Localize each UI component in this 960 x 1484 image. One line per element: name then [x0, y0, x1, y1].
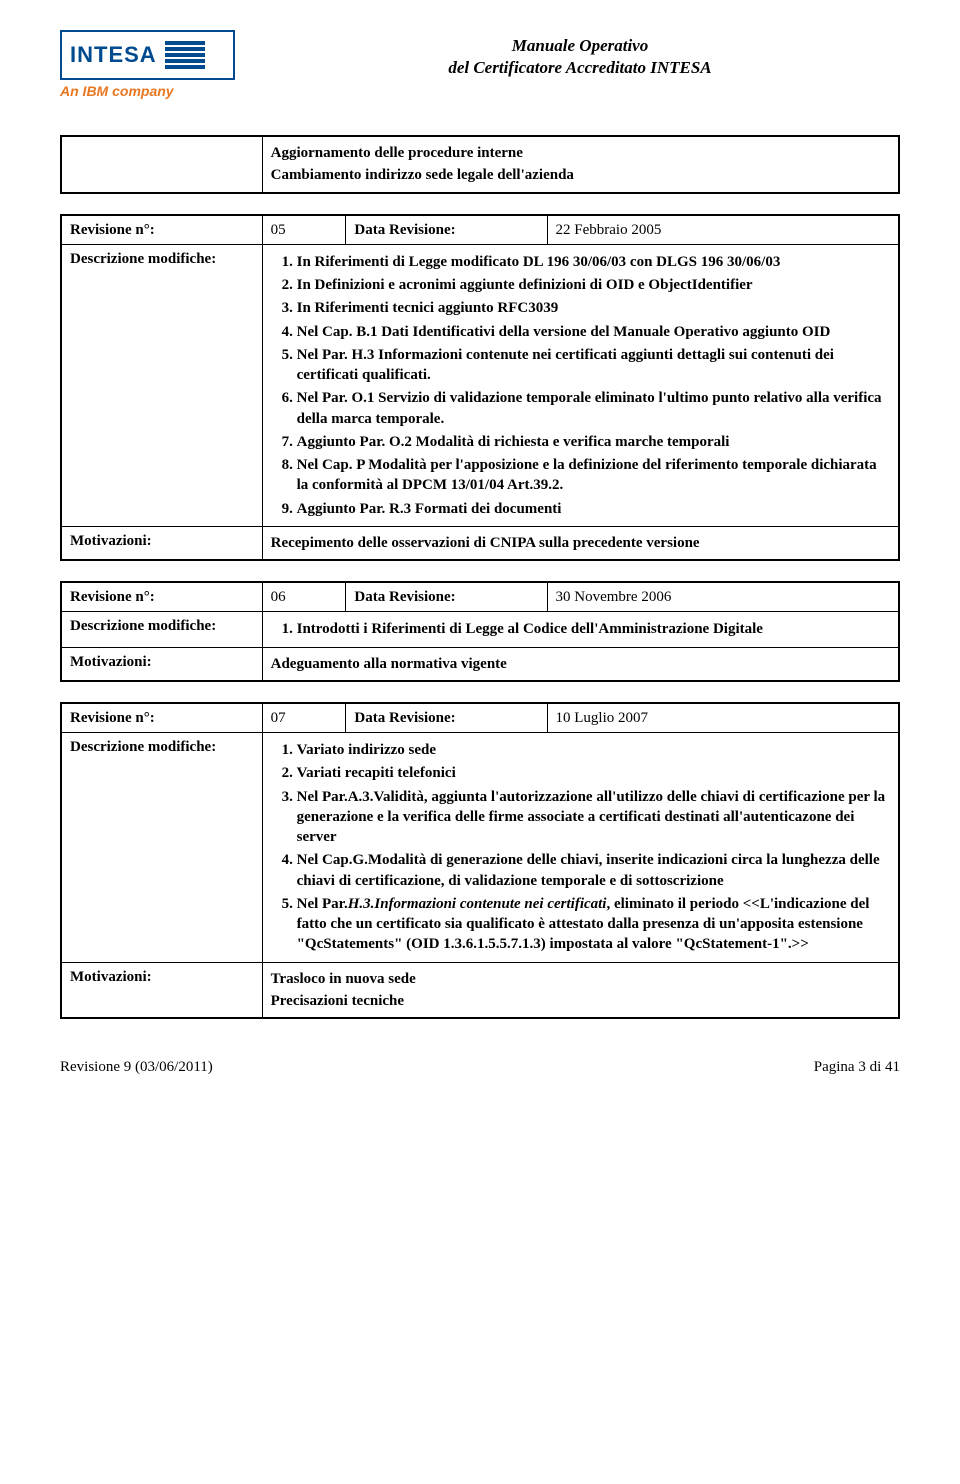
- rev07-item-5-italic: H.3.Informazioni contenute nei certifica…: [348, 896, 607, 912]
- rev07-motiv-cell: Trasloco in nuova sede Precisazioni tecn…: [262, 962, 899, 1018]
- revision-06-table: Revisione n°: 06 Data Revisione: 30 Nove…: [60, 581, 900, 682]
- rev07-item-3: Nel Par.A.3.Validità, aggiunta l'autoriz…: [297, 787, 890, 848]
- rev06-item-1: Introdotti i Riferimenti di Legge al Cod…: [297, 619, 890, 639]
- rev06-desc-label: Descrizione modifiche:: [61, 612, 262, 647]
- rev07-item-5: Nel Par.H.3.Informazioni contenute nei c…: [297, 894, 890, 955]
- rev05-item-2: In Definizioni e acronimi aggiunte defin…: [297, 275, 890, 295]
- rev06-date: 30 Novembre 2006: [547, 582, 899, 612]
- logo: INTESA An IBM company: [60, 30, 240, 115]
- rev05-item-6: Nel Par. O.1 Servizio di validazione tem…: [297, 388, 890, 429]
- rev06-rev-num: 06: [262, 582, 346, 612]
- intro-box: Aggiornamento delle procedure interne Ca…: [60, 135, 900, 194]
- rev07-item-5-pre: Nel Par.: [297, 896, 348, 912]
- footer-right: Pagina 3 di 41: [814, 1059, 900, 1076]
- rev06-rev-label: Revisione n°:: [61, 582, 262, 612]
- rev06-date-label: Data Revisione:: [346, 582, 547, 612]
- rev05-item-7: Aggiunto Par. O.2 Modalità di richiesta …: [297, 432, 890, 452]
- logo-text: INTESA: [70, 42, 157, 68]
- rev05-date-label: Data Revisione:: [346, 215, 547, 245]
- title-line-2: del Certificatore Accreditato INTESA: [260, 57, 900, 79]
- rev05-item-5: Nel Par. H.3 Informazioni contenute nei …: [297, 345, 890, 386]
- rev07-item-2: Variati recapiti telefonici: [297, 763, 890, 783]
- rev07-motiv-1: Trasloco in nuova sede: [271, 969, 890, 989]
- rev05-item-3: In Riferimenti tecnici aggiunto RFC3039: [297, 298, 890, 318]
- rev05-motiv-label: Motivazioni:: [61, 526, 262, 560]
- logo-bars-icon: [165, 39, 205, 71]
- page-header: INTESA An IBM company Manuale Operativo …: [60, 30, 900, 115]
- rev07-rev-label: Revisione n°:: [61, 703, 262, 733]
- rev07-item-4: Nel Cap.G.Modalità di generazione delle …: [297, 850, 890, 891]
- revision-07-table: Revisione n°: 07 Data Revisione: 10 Lugl…: [60, 702, 900, 1019]
- rev06-motiv-cell: Adeguamento alla normativa vigente: [262, 647, 899, 681]
- rev07-motiv-label: Motivazioni:: [61, 962, 262, 1018]
- title-line-1: Manuale Operativo: [260, 35, 900, 57]
- rev05-rev-label: Revisione n°:: [61, 215, 262, 245]
- rev05-item-1: In Riferimenti di Legge modificato DL 19…: [297, 252, 890, 272]
- intro-line-1: Aggiornamento delle procedure interne: [271, 143, 890, 163]
- footer-left: Revisione 9 (03/06/2011): [60, 1059, 213, 1076]
- rev05-rev-num: 05: [262, 215, 346, 245]
- rev05-date: 22 Febbraio 2005: [547, 215, 899, 245]
- rev05-item-4: Nel Cap. B.1 Dati Identificativi della v…: [297, 322, 890, 342]
- revision-05-table: Revisione n°: 05 Data Revisione: 22 Febb…: [60, 214, 900, 562]
- rev06-motiv-label: Motivazioni:: [61, 647, 262, 681]
- rev05-desc-label: Descrizione modifiche:: [61, 244, 262, 526]
- rev07-desc-label: Descrizione modifiche:: [61, 733, 262, 963]
- rev07-date: 10 Luglio 2007: [547, 703, 899, 733]
- rev05-item-9: Aggiunto Par. R.3 Formati dei documenti: [297, 499, 890, 519]
- rev07-motiv-2: Precisazioni tecniche: [271, 991, 890, 1011]
- rev07-desc-content: Variato indirizzo sede Variati recapiti …: [262, 733, 899, 963]
- intro-right-cell: Aggiornamento delle procedure interne Ca…: [262, 136, 899, 193]
- rev07-date-label: Data Revisione:: [346, 703, 547, 733]
- rev05-item-8: Nel Cap. P Modalità per l'apposizione e …: [297, 455, 890, 496]
- intro-left-cell: [61, 136, 262, 193]
- intro-line-2: Cambiamento indirizzo sede legale dell'a…: [271, 165, 890, 185]
- document-title: Manuale Operativo del Certificatore Accr…: [260, 30, 900, 79]
- logo-box: INTESA: [60, 30, 235, 80]
- rev05-motiv-cell: Recepimento delle osservazioni di CNIPA …: [262, 526, 899, 560]
- logo-subtitle: An IBM company: [60, 83, 240, 99]
- rev07-item-1: Variato indirizzo sede: [297, 740, 890, 760]
- rev05-desc-content: In Riferimenti di Legge modificato DL 19…: [262, 244, 899, 526]
- rev07-rev-num: 07: [262, 703, 346, 733]
- rev06-desc-content: Introdotti i Riferimenti di Legge al Cod…: [262, 612, 899, 647]
- rev05-motiv: Recepimento delle osservazioni di CNIPA …: [271, 533, 890, 553]
- rev06-motiv: Adeguamento alla normativa vigente: [271, 654, 890, 674]
- page-footer: Revisione 9 (03/06/2011) Pagina 3 di 41: [60, 1059, 900, 1076]
